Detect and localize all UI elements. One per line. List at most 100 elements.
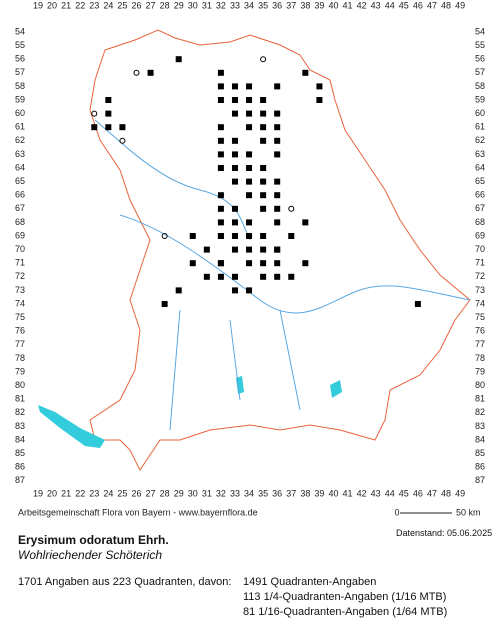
occurrence-square bbox=[246, 219, 253, 226]
occurrence-circle bbox=[91, 110, 98, 117]
occurrence-square bbox=[274, 205, 281, 212]
occurrence-square bbox=[260, 192, 267, 199]
x-grid-label: 35 bbox=[258, 0, 268, 10]
occurrence-square bbox=[246, 165, 253, 171]
occurrence-square bbox=[260, 260, 267, 267]
y-grid-label: 86 bbox=[475, 462, 485, 472]
y-grid-label: 69 bbox=[15, 230, 25, 240]
x-grid-label: 37 bbox=[286, 0, 296, 10]
occurrence-square bbox=[105, 97, 112, 103]
summary: 1701 Angaben aus 223 Quadranten, davon: bbox=[18, 576, 232, 588]
y-grid-label: 60 bbox=[475, 108, 485, 118]
x-grid-label: 23 bbox=[89, 488, 99, 498]
y-grid-label: 79 bbox=[15, 366, 25, 376]
occurrence-square bbox=[217, 124, 224, 131]
y-grid-label: 67 bbox=[15, 203, 25, 213]
x-grid-label: 31 bbox=[202, 488, 212, 498]
occurrence-square bbox=[260, 273, 267, 280]
subtitle: Wohlriechender Schöterich bbox=[18, 548, 163, 562]
occurrence-square bbox=[246, 110, 253, 117]
x-grid-label: 38 bbox=[300, 488, 310, 498]
x-grid-label: 48 bbox=[441, 488, 451, 498]
y-grid-label: 66 bbox=[475, 190, 485, 200]
occurrence-square bbox=[231, 219, 238, 226]
title: Erysimum odoratum Ehrh. bbox=[18, 533, 169, 547]
x-grid-label: 45 bbox=[399, 488, 409, 498]
map: 0 50 km Arbeitsgemeinschaft Flora von Ba… bbox=[15, 0, 485, 517]
occurrence-square bbox=[217, 151, 224, 158]
x-grid-label: 32 bbox=[216, 0, 226, 10]
occurrence-circle bbox=[288, 205, 295, 212]
occurrence-square bbox=[288, 233, 295, 239]
y-grid-label: 58 bbox=[15, 81, 25, 91]
occurrence-square bbox=[302, 69, 309, 76]
y-grid-label: 75 bbox=[475, 312, 485, 322]
occurrence-square bbox=[217, 69, 224, 76]
occurrence-square bbox=[217, 205, 224, 212]
x-grid-label: 41 bbox=[343, 0, 353, 10]
occurrence-circle bbox=[189, 233, 196, 239]
occurrence-square bbox=[316, 83, 323, 90]
y-grid-label: 59 bbox=[15, 94, 25, 104]
y-grid-label: 78 bbox=[475, 353, 485, 363]
x-grid-label: 36 bbox=[272, 488, 282, 498]
occurrence-square bbox=[246, 260, 253, 267]
bavaria-outline bbox=[89, 29, 471, 471]
y-grid-label: 83 bbox=[475, 421, 485, 431]
occurrence-square bbox=[274, 260, 281, 267]
x-grid-label: 40 bbox=[328, 488, 338, 498]
occurrence-square bbox=[231, 165, 238, 171]
x-grid-label: 21 bbox=[61, 0, 71, 10]
occurrence-circle bbox=[119, 137, 126, 144]
occurrence-square bbox=[231, 246, 238, 253]
y-grid-label: 54 bbox=[475, 26, 485, 36]
occurrence-square bbox=[274, 110, 281, 117]
occurrence-square bbox=[260, 97, 267, 103]
occurrence-square bbox=[260, 165, 267, 171]
occurrence-square bbox=[302, 260, 309, 267]
occurrence-square bbox=[274, 178, 281, 185]
x-grid-label: 35 bbox=[258, 488, 268, 498]
lake bbox=[38, 405, 105, 448]
x-grid-label: 27 bbox=[146, 488, 156, 498]
x-grid-label: 48 bbox=[441, 0, 451, 10]
occurrence-square bbox=[231, 178, 238, 185]
x-grid-label: 24 bbox=[103, 0, 113, 10]
occurrence-square bbox=[231, 137, 238, 144]
x-grid-label: 39 bbox=[314, 0, 324, 10]
occurrence-square bbox=[246, 246, 253, 253]
occurrence-square bbox=[231, 233, 238, 239]
occurrence-square bbox=[414, 301, 421, 307]
occurrence-circle bbox=[274, 110, 281, 117]
y-grid-label: 68 bbox=[475, 217, 485, 227]
y-grid-label: 72 bbox=[475, 271, 485, 281]
y-grid-label: 82 bbox=[15, 407, 25, 417]
x-grid-label: 20 bbox=[47, 488, 57, 498]
occurrence-square bbox=[274, 246, 281, 253]
y-grid-label: 81 bbox=[15, 394, 25, 404]
x-grid-label: 43 bbox=[371, 0, 381, 10]
x-grid-label: 29 bbox=[174, 0, 184, 10]
y-grid-label: 87 bbox=[475, 475, 485, 485]
y-grid-label: 77 bbox=[475, 339, 485, 349]
occurrence-circle bbox=[274, 151, 281, 158]
x-grid-label: 26 bbox=[131, 488, 141, 498]
occurrence-square bbox=[189, 260, 196, 267]
x-grid-label: 38 bbox=[300, 0, 310, 10]
x-grid-label: 28 bbox=[160, 488, 170, 498]
y-grid-label: 63 bbox=[475, 149, 485, 159]
occurrence-square bbox=[231, 83, 238, 90]
occurrence-circle bbox=[133, 69, 140, 76]
y-grid-label: 74 bbox=[15, 298, 25, 308]
occurrence-square bbox=[105, 110, 112, 117]
occurrence-square bbox=[274, 273, 281, 280]
occurrence-square bbox=[231, 151, 238, 158]
x-grid-label: 30 bbox=[188, 0, 198, 10]
occurrence-square bbox=[189, 233, 196, 239]
y-grid-label: 85 bbox=[475, 448, 485, 458]
y-grid-label: 63 bbox=[15, 149, 25, 159]
occurrence-square bbox=[217, 233, 224, 239]
occurrence-circle bbox=[161, 233, 168, 239]
stat: 113 1/4-Quadranten-Angaben (1/16 MTB) bbox=[243, 591, 447, 603]
